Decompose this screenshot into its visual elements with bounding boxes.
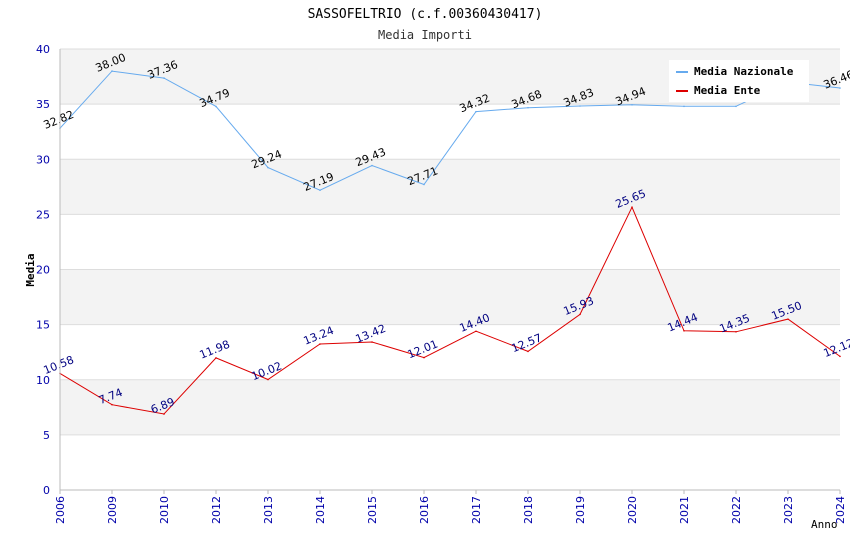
y-tick-label: 5: [43, 429, 50, 442]
data-point: [735, 105, 737, 108]
data-point: [163, 413, 165, 415]
data-point: [423, 183, 425, 186]
data-point: [371, 164, 373, 167]
grid-band: [60, 269, 840, 325]
grid-bands: [60, 48, 840, 491]
y-axis-title: Media: [24, 253, 37, 286]
x-tick-label: 2006: [54, 496, 67, 524]
x-tick-label: 2017: [470, 496, 483, 524]
data-point: [163, 77, 165, 79]
y-tick-label: 15: [36, 319, 50, 332]
data-point: [527, 106, 529, 109]
y-tick-label: 40: [36, 43, 50, 56]
x-tick-label: 2018: [522, 496, 535, 524]
data-point: [319, 343, 321, 345]
x-tick-label: 2012: [210, 496, 223, 524]
x-tick-label: 2021: [678, 496, 691, 524]
grid-band: [60, 214, 840, 270]
grid-band: [60, 434, 840, 490]
x-tick-label: 2016: [418, 496, 431, 524]
data-point: [787, 318, 789, 320]
y-tick-label: 20: [36, 264, 50, 277]
data-point: [839, 87, 841, 89]
data-point: [735, 330, 737, 333]
data-point: [111, 403, 113, 406]
x-tick-label: 2024: [834, 496, 847, 524]
data-point: [839, 355, 841, 358]
y-tick-label: 35: [36, 98, 50, 111]
grid-band: [60, 159, 840, 215]
data-point: [475, 110, 477, 113]
x-tick-label: 2015: [366, 496, 379, 524]
x-tick-label: 2014: [314, 496, 327, 524]
y-tick-label: 10: [36, 374, 50, 387]
series-line: [59, 70, 841, 191]
x-tick-label: 2019: [574, 496, 587, 524]
legend-label: Media Nazionale: [694, 65, 794, 78]
grid-band: [60, 104, 840, 160]
data-point: [579, 313, 581, 316]
data-point: [267, 378, 269, 381]
series-line: [59, 205, 841, 415]
grid-band: [60, 324, 840, 380]
x-tick-label: 2009: [106, 496, 119, 524]
x-tick-label: 2013: [262, 496, 275, 524]
chart-subtitle: Media Importi: [378, 28, 472, 42]
data-point: [111, 70, 113, 72]
y-axis-ticks: 0 5 10 15 20 25 30 35 40: [36, 43, 50, 497]
data-point: [215, 357, 217, 359]
data-point: [631, 206, 633, 209]
data-point: [267, 166, 269, 169]
data-point: [423, 356, 425, 359]
data-point: [527, 350, 529, 353]
data-point: [579, 105, 581, 107]
data-point: [631, 103, 633, 106]
y-tick-label: 0: [43, 484, 50, 497]
data-point: [319, 189, 321, 192]
data-point: [683, 329, 685, 332]
data-point: [475, 330, 477, 333]
x-axis-ticks: 2006 2009 2010 2012 2013 2014 2015 2016 2017 2018…: [54, 490, 847, 524]
legend: Media Nazionale Media Ente: [669, 60, 809, 102]
x-tick-label: 2022: [730, 496, 743, 524]
data-point: [683, 105, 685, 108]
y-tick-label: 25: [36, 208, 50, 221]
x-tick-label: 2010: [158, 496, 171, 524]
y-tick-label: 30: [36, 153, 50, 166]
legend-label: Media Ente: [694, 84, 761, 97]
data-point: [215, 105, 217, 108]
data-point: [371, 341, 373, 343]
chart-title: SASSOFELTRIO (c.f.00360430417): [308, 7, 543, 22]
x-tick-label: 2023: [782, 496, 795, 524]
legend-box: [669, 60, 809, 102]
grid-band: [60, 379, 840, 435]
x-tick-label: 2020: [626, 496, 639, 524]
x-axis-title: Anno: [811, 518, 838, 531]
